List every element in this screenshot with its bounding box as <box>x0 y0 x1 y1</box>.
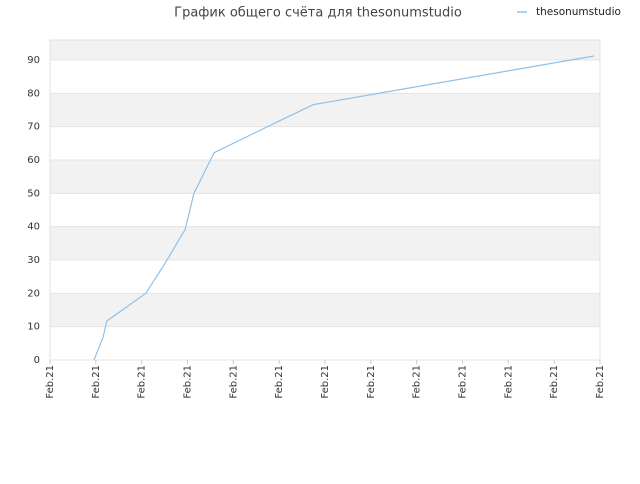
x-tick-label: Feb.21 <box>320 365 331 399</box>
grid-band <box>50 93 600 127</box>
x-tick-label: Feb.21 <box>91 365 102 399</box>
x-tick-label: Feb.21 <box>274 365 285 399</box>
y-tick-label: 10 <box>27 322 40 333</box>
y-tick-label: 30 <box>27 255 40 266</box>
y-tick-label: 80 <box>27 88 40 99</box>
y-tick-label: 90 <box>27 55 40 66</box>
x-tick-label: Feb.21 <box>458 365 469 399</box>
y-tick-label: 50 <box>27 188 40 199</box>
x-tick-label: Feb.21 <box>45 365 56 399</box>
x-tick-label: Feb.21 <box>549 365 560 399</box>
grid-band <box>50 160 600 194</box>
line <box>93 55 595 361</box>
y-tick-label: 40 <box>27 222 40 233</box>
x-tick-label: Feb.21 <box>137 365 148 399</box>
x-tick-label: Feb.21 <box>366 365 377 399</box>
x-tick-label: Feb.21 <box>412 365 423 399</box>
grid-band <box>50 226 600 260</box>
x-tick-label: Feb.21 <box>503 365 514 399</box>
y-tick-label: 60 <box>27 155 40 166</box>
y-tick-label: 20 <box>27 288 40 299</box>
chart-title: График общего счёта для thesonumstudio <box>174 6 462 21</box>
x-tick-label: Feb.21 <box>228 365 239 399</box>
y-tick-label: 70 <box>27 122 40 133</box>
x-tick-label: Feb.21 <box>183 365 194 399</box>
legend-label: thesonumstudio <box>536 6 621 18</box>
grid-band <box>50 40 600 60</box>
y-tick-label: 0 <box>34 355 40 366</box>
grid-band <box>50 293 600 327</box>
x-tick-label: Feb.21 <box>595 365 606 399</box>
